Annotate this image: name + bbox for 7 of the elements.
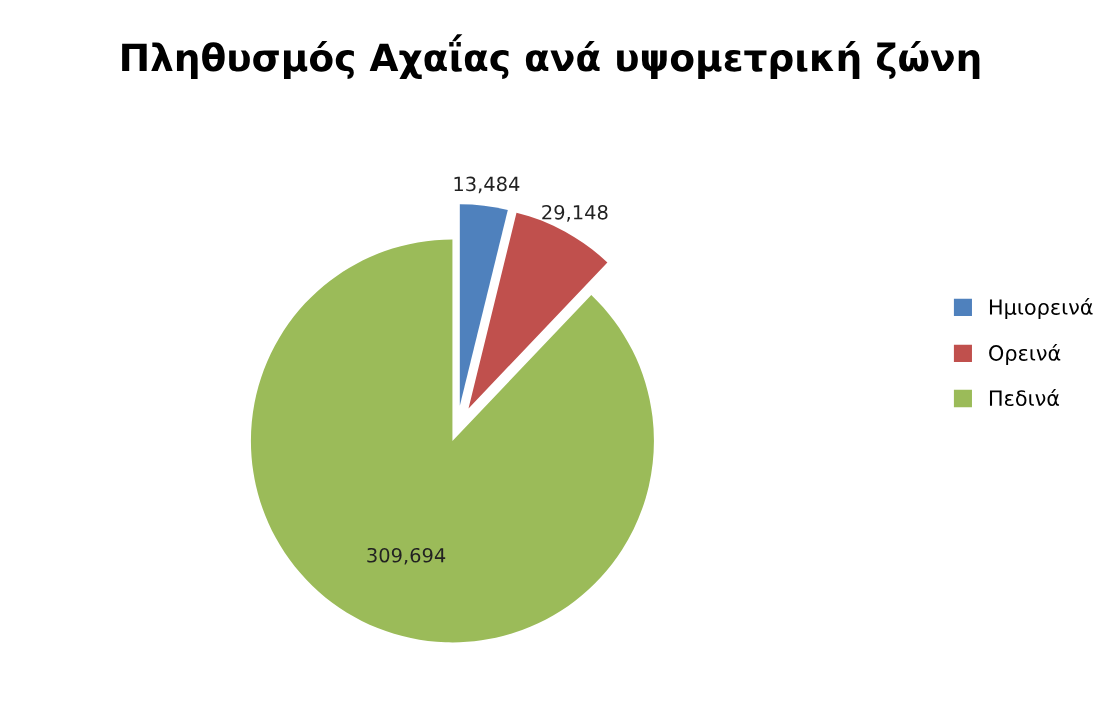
legend-label: Πεδινά (989, 389, 1060, 407)
data-label: 13,484 (454, 176, 520, 194)
data-label: 309,694 (367, 547, 446, 565)
legend-label: Ημιορεινά (989, 297, 1093, 319)
data-label: 29,148 (542, 204, 608, 222)
legend-label: Ορεινά (989, 343, 1061, 365)
chart-title: Πληθυσμός Αχαΐας ανά υψομετρική ζώνη (122, 34, 980, 79)
